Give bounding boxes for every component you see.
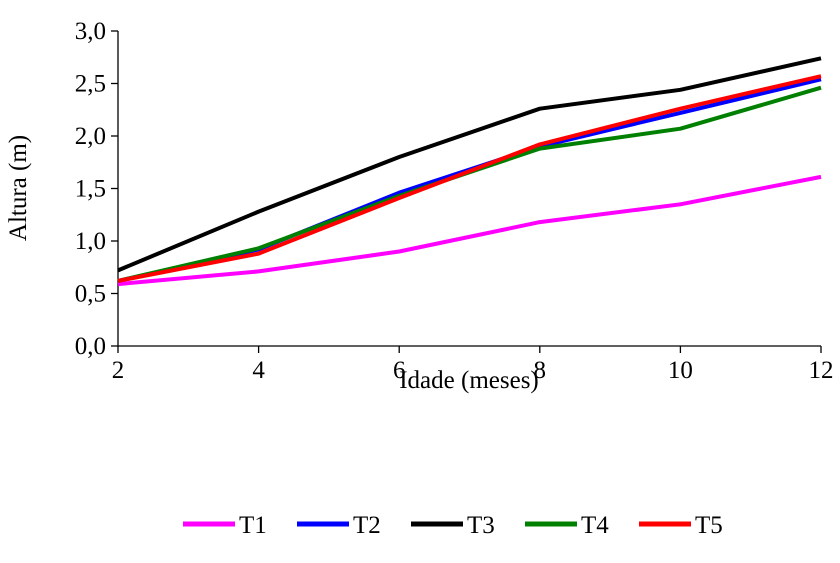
y-tick-label: 3,0 bbox=[75, 18, 106, 45]
legend: T1 T2 T3 T4 T5 bbox=[183, 512, 723, 539]
x-tick-label: 10 bbox=[668, 357, 693, 384]
y-tick-labels: 0,0 0,5 1,0 1,5 2,0 2,5 3,0 bbox=[75, 18, 106, 360]
series-line-t4 bbox=[117, 85, 822, 283]
x-axis-title: Idade (meses) bbox=[399, 367, 539, 394]
y-axis-title: Altura (m) bbox=[5, 135, 32, 241]
x-tick-label: 12 bbox=[809, 357, 834, 384]
y-tick-label: 0,5 bbox=[75, 281, 106, 308]
x-tick-labels: 2 4 6 8 10 12 bbox=[112, 357, 834, 384]
legend-item-t1: T1 bbox=[183, 512, 267, 539]
legend-label: T2 bbox=[353, 512, 381, 539]
legend-label: T1 bbox=[239, 512, 267, 539]
series-line-t3 bbox=[117, 56, 822, 273]
y-tick-label: 0,0 bbox=[75, 333, 106, 360]
legend-item-t4: T4 bbox=[525, 512, 609, 539]
series-line-t2 bbox=[117, 77, 822, 283]
x-tick-label: 4 bbox=[252, 357, 265, 384]
legend-label: T5 bbox=[695, 512, 723, 539]
x-tick-label: 8 bbox=[534, 357, 547, 384]
x-tick-label: 2 bbox=[112, 357, 125, 384]
legend-label: T4 bbox=[581, 512, 609, 539]
y-tick-label: 1,0 bbox=[75, 228, 106, 255]
series-line-t5 bbox=[117, 74, 822, 283]
legend-item-t2: T2 bbox=[297, 512, 381, 539]
y-tick-label: 2,5 bbox=[75, 71, 106, 98]
x-tick-label: 6 bbox=[393, 357, 406, 384]
series-lines bbox=[117, 56, 822, 287]
axes bbox=[111, 30, 822, 353]
y-tick-label: 2,0 bbox=[75, 123, 106, 150]
legend-item-t3: T3 bbox=[411, 512, 495, 539]
y-tick-label: 1,5 bbox=[75, 176, 106, 203]
legend-item-t5: T5 bbox=[639, 512, 723, 539]
series-line-t1 bbox=[117, 174, 822, 287]
legend-label: T3 bbox=[467, 512, 495, 539]
